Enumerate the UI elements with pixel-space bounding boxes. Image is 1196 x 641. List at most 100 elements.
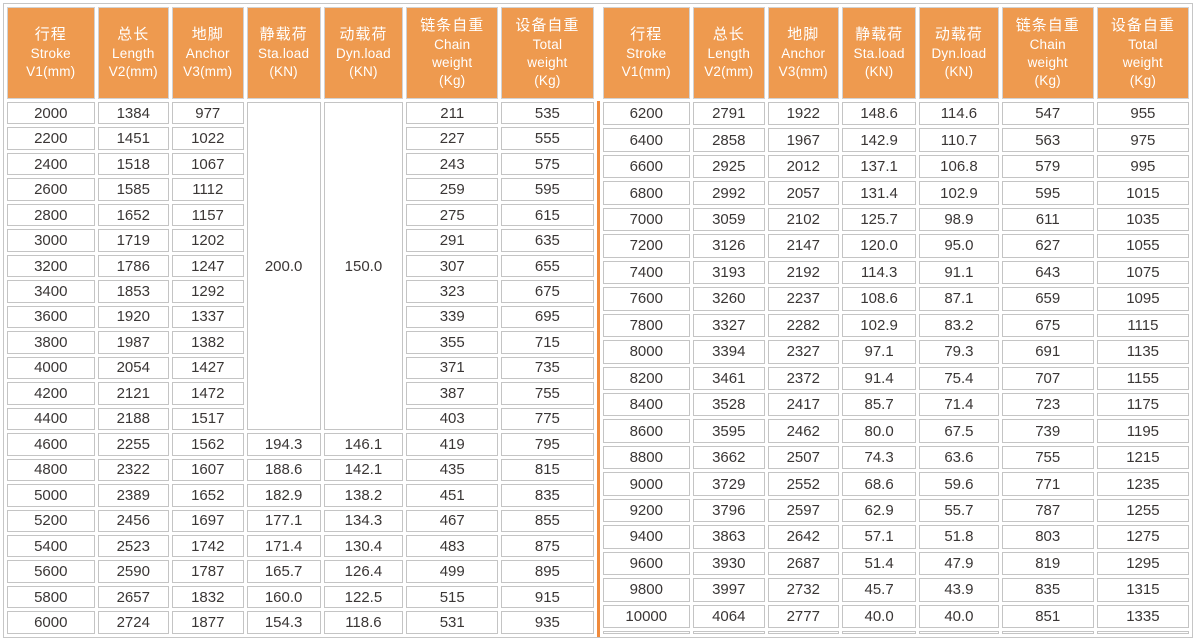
cell-stroke: 3000 [7, 229, 95, 252]
header-total-weight: 设备自重 Total weight (Kg) [501, 7, 594, 99]
cell-dyn-load: 75.4 [919, 366, 999, 390]
cell-anchor: 2327 [767, 340, 840, 364]
section-divider [596, 4, 600, 637]
cell-chain-weight: 419 [406, 433, 499, 456]
cell-anchor: 1832 [172, 585, 244, 609]
cell-total-weight: 555 [501, 127, 594, 150]
header-anchor: 地脚 Anchor V3(mm) [172, 7, 244, 99]
header-line: Dyn.load [931, 46, 987, 62]
table-row: 2800 1652 1157 275 615 [7, 203, 594, 227]
header-line: 行程 [34, 26, 67, 44]
header-line: 静载荷 [855, 26, 904, 44]
table-row: 4000 2054 1427 371 735 [7, 356, 594, 380]
table-row: 7400 3193 2192 114.3 91.1 643 1075 [602, 260, 1189, 285]
cell-total-weight: 835 [501, 484, 594, 507]
header-dyn-load: 动载荷 Dyn.load (KN) [919, 7, 999, 99]
cell-sta-load: 74.3 [842, 445, 917, 470]
cell-length: 3193 [693, 260, 765, 285]
cell-sta-load: 148.6 [842, 102, 917, 126]
cell-anchor: 1607 [172, 458, 244, 482]
table-row: 8600 3595 2462 80.0 67.5 739 1195 [602, 419, 1189, 443]
cell-dyn-load: 83.2 [919, 313, 999, 338]
table-row: 3800 1987 1382 355 715 [7, 331, 594, 354]
cell-sta-load: 165.7 [246, 560, 321, 583]
cell-anchor: 1922 [767, 102, 840, 126]
cell-dyn-load: 106.8 [919, 154, 999, 179]
cell-length: 2389 [97, 484, 170, 507]
table-row: 2200 1451 1022 227 555 [7, 127, 594, 150]
cell-anchor: 2417 [767, 392, 840, 417]
cell-stroke: 3200 [7, 254, 95, 278]
table-row: 3000 1719 1202 291 635 [7, 229, 594, 252]
cell-dyn-load: 95.0 [919, 234, 999, 258]
table-row: 9200 3796 2597 62.9 55.7 787 1255 [602, 498, 1189, 523]
cell-anchor: 1337 [172, 305, 244, 329]
cell-stroke: 8200 [602, 366, 691, 390]
cell-total-weight: 1295 [1096, 551, 1189, 576]
cell-dyn-load: 126.4 [323, 560, 404, 583]
cell-length: 3729 [693, 472, 765, 496]
cell-chain-weight: 211 [406, 102, 499, 125]
cell-dyn-load: 130.4 [323, 534, 404, 558]
header-line: V1(mm) [621, 63, 671, 79]
cell-anchor: 1427 [172, 356, 244, 380]
cell-dyn-load: 118.6 [323, 611, 404, 634]
cell-anchor: 2462 [767, 419, 840, 443]
spec-table-container: 行程 Stroke V1(mm) 总长 Length V2(mm) 地脚 Anchor V3(m… [3, 3, 1193, 638]
cell-total-weight: 775 [501, 407, 594, 431]
cell-chain-weight: 323 [406, 280, 499, 303]
cell-sta-load: 85.7 [842, 392, 917, 417]
header-line: (Kg) [1129, 72, 1157, 88]
cell-total-weight: 735 [501, 356, 594, 380]
cell-chain-weight: 707 [1001, 366, 1094, 390]
cell-sta-load: 51.4 [842, 551, 917, 576]
cell-total-weight: 875 [501, 534, 594, 558]
cell-sta-load: 91.4 [842, 366, 917, 390]
header-line: Anchor [185, 46, 230, 62]
table-row: 7200 3126 2147 120.0 95.0 627 1055 [602, 234, 1189, 258]
cell-stroke: 2000 [7, 102, 95, 125]
cell-total-weight: 1195 [1096, 419, 1189, 443]
cell-dyn-load: 55.7 [919, 498, 999, 523]
cell-chain-weight: 643 [1001, 260, 1094, 285]
header-line: Total [1128, 37, 1158, 53]
cell-anchor: 2372 [767, 366, 840, 390]
cell-length: 3126 [693, 234, 765, 258]
header-line: (Kg) [534, 72, 561, 88]
header-sta-load: 静载荷 Sta.load (KN) [842, 7, 917, 99]
table-row: 8200 3461 2372 91.4 75.4 707 1155 [602, 366, 1189, 390]
cell-anchor: 1247 [172, 254, 244, 278]
cell-anchor: 977 [172, 102, 244, 125]
cell-stroke: 3400 [7, 280, 95, 303]
table-row: 7800 3327 2282 102.9 83.2 675 1115 [602, 313, 1189, 338]
cell-length: 2322 [97, 458, 170, 482]
header-line: 地脚 [191, 26, 224, 44]
table-row: 5800 2657 1832 160.0 122.5 515 915 [7, 585, 594, 609]
header-line: 链条自重 [420, 17, 485, 35]
cell-chain-weight [1001, 631, 1094, 634]
cell-length: 2255 [97, 433, 170, 456]
cell-anchor: 2552 [767, 472, 840, 496]
table-row: 6800 2992 2057 131.4 102.9 595 1015 [602, 181, 1189, 205]
table-row: 2400 1518 1067 243 575 [7, 152, 594, 176]
header-stroke: 行程 Stroke V1(mm) [7, 7, 95, 99]
cell-total-weight: 755 [501, 382, 594, 405]
cell-total-weight: 1335 [1096, 604, 1189, 629]
cell-anchor: 2237 [767, 287, 840, 311]
cell-length: 1518 [97, 152, 170, 176]
table-row: 9600 3930 2687 51.4 47.9 819 1295 [602, 551, 1189, 576]
cell-length: 3394 [693, 340, 765, 364]
cell-dyn-load: 87.1 [919, 287, 999, 311]
cell-length: 2054 [97, 356, 170, 380]
cell-length: 3930 [693, 551, 765, 576]
cell-stroke [602, 631, 691, 634]
cell-stroke: 6800 [602, 181, 691, 205]
table-row: 3200 1786 1247 307 655 [7, 254, 594, 278]
cell-dyn-load: 43.9 [919, 578, 999, 602]
cell-stroke: 8800 [602, 445, 691, 470]
table-row: 4400 2188 1517 403 775 [7, 407, 594, 431]
cell-dyn-load: 98.9 [919, 207, 999, 232]
header-chain-weight: 链条自重 Chain weight (Kg) [406, 7, 499, 99]
cell-sta-load: 57.1 [842, 525, 917, 549]
cell-length: 3595 [693, 419, 765, 443]
